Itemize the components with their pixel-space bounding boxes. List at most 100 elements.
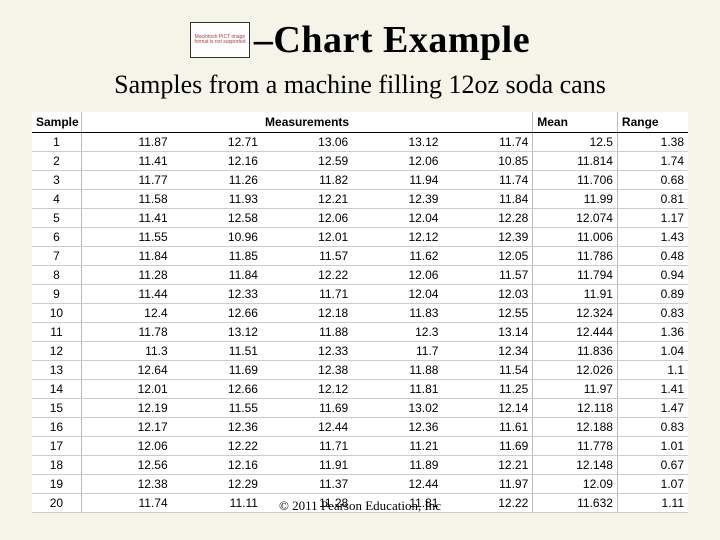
cell-mean: 11.814 <box>533 152 618 171</box>
cell-range: 0.81 <box>617 190 688 209</box>
table-row: 911.4412.3311.7112.0412.0311.910.89 <box>32 285 688 304</box>
cell-measurement: 11.57 <box>262 247 352 266</box>
cell-measurement: 11.83 <box>352 304 442 323</box>
cell-measurement: 11.74 <box>442 171 532 190</box>
page-title: –Chart Example <box>254 18 530 62</box>
table-row: 1612.1712.3612.4412.3611.6112.1880.83 <box>32 418 688 437</box>
table-row: 1312.6411.6912.3811.8811.5412.0261.1 <box>32 361 688 380</box>
cell-sample: 7 <box>32 247 81 266</box>
cell-measurement: 11.74 <box>81 494 171 513</box>
cell-sample: 8 <box>32 266 81 285</box>
table-row: 1512.1911.5511.6913.0212.1412.1181.47 <box>32 399 688 418</box>
cell-measurement: 12.16 <box>172 456 262 475</box>
cell-measurement: 11.78 <box>81 323 171 342</box>
cell-measurement: 12.05 <box>442 247 532 266</box>
cell-sample: 12 <box>32 342 81 361</box>
cell-measurement: 11.69 <box>172 361 262 380</box>
cell-range: 0.67 <box>617 456 688 475</box>
cell-measurement: 11.28 <box>81 266 171 285</box>
cell-measurement: 13.12 <box>172 323 262 342</box>
cell-sample: 4 <box>32 190 81 209</box>
cell-range: 1.17 <box>617 209 688 228</box>
cell-measurement: 12.01 <box>81 380 171 399</box>
table-row: 1211.311.5112.3311.712.3411.8361.04 <box>32 342 688 361</box>
table-row: 811.2811.8412.2212.0611.5711.7940.94 <box>32 266 688 285</box>
cell-measurement: 12.36 <box>352 418 442 437</box>
cell-measurement: 11.85 <box>172 247 262 266</box>
cell-measurement: 11.89 <box>352 456 442 475</box>
cell-mean: 11.786 <box>533 247 618 266</box>
cell-mean: 11.778 <box>533 437 618 456</box>
cell-measurement: 12.28 <box>442 209 532 228</box>
cell-measurement: 11.61 <box>442 418 532 437</box>
subtitle: Samples from a machine filling 12oz soda… <box>0 70 720 100</box>
table-row: 1912.3812.2911.3712.4411.9712.091.07 <box>32 475 688 494</box>
cell-range: 0.68 <box>617 171 688 190</box>
cell-measurement: 11.91 <box>262 456 352 475</box>
col-range: Range <box>617 112 688 133</box>
cell-measurement: 10.96 <box>172 228 262 247</box>
table-row: 111.8712.7113.0613.1211.7412.51.38 <box>32 133 688 152</box>
cell-measurement: 11.71 <box>262 437 352 456</box>
cell-measurement: 12.56 <box>81 456 171 475</box>
table-header-row: Sample Measurements Mean Range <box>32 112 688 133</box>
cell-measurement: 12.21 <box>442 456 532 475</box>
cell-range: 1.1 <box>617 361 688 380</box>
cell-measurement: 12.14 <box>442 399 532 418</box>
cell-measurement: 13.12 <box>352 133 442 152</box>
col-measurements: Measurements <box>81 112 532 133</box>
cell-measurement: 11.81 <box>352 494 442 513</box>
cell-measurement: 12.22 <box>172 437 262 456</box>
table-row: 1111.7813.1211.8812.313.1412.4441.36 <box>32 323 688 342</box>
cell-measurement: 11.69 <box>262 399 352 418</box>
data-table: Sample Measurements Mean Range 111.8712.… <box>32 112 688 513</box>
cell-measurement: 12.21 <box>262 190 352 209</box>
cell-measurement: 12.12 <box>262 380 352 399</box>
cell-mean: 12.148 <box>533 456 618 475</box>
cell-measurement: 11.62 <box>352 247 442 266</box>
cell-measurement: 11.71 <box>262 285 352 304</box>
cell-measurement: 11.84 <box>442 190 532 209</box>
cell-measurement: 13.02 <box>352 399 442 418</box>
cell-measurement: 11.81 <box>352 380 442 399</box>
cell-range: 0.83 <box>617 304 688 323</box>
cell-measurement: 11.25 <box>442 380 532 399</box>
cell-mean: 12.5 <box>533 133 618 152</box>
cell-sample: 9 <box>32 285 81 304</box>
cell-measurement: 12.39 <box>352 190 442 209</box>
cell-measurement: 12.06 <box>262 209 352 228</box>
cell-measurement: 12.33 <box>262 342 352 361</box>
table-row: 2011.7411.1111.2811.8112.2211.6321.11 <box>32 494 688 513</box>
cell-measurement: 11.74 <box>442 133 532 152</box>
cell-measurement: 11.93 <box>172 190 262 209</box>
cell-range: 1.74 <box>617 152 688 171</box>
cell-sample: 14 <box>32 380 81 399</box>
table-row: 611.5510.9612.0112.1212.3911.0061.43 <box>32 228 688 247</box>
cell-measurement: 12.58 <box>172 209 262 228</box>
cell-mean: 12.074 <box>533 209 618 228</box>
cell-measurement: 12.71 <box>172 133 262 152</box>
cell-measurement: 12.38 <box>262 361 352 380</box>
cell-measurement: 12.55 <box>442 304 532 323</box>
cell-measurement: 12.22 <box>262 266 352 285</box>
col-sample: Sample <box>32 112 81 133</box>
cell-measurement: 11.94 <box>352 171 442 190</box>
cell-measurement: 12.22 <box>442 494 532 513</box>
cell-sample: 15 <box>32 399 81 418</box>
cell-range: 1.04 <box>617 342 688 361</box>
cell-mean: 11.836 <box>533 342 618 361</box>
cell-sample: 20 <box>32 494 81 513</box>
cell-mean: 12.026 <box>533 361 618 380</box>
table-row: 1712.0612.2211.7111.2111.6911.7781.01 <box>32 437 688 456</box>
cell-measurement: 11.11 <box>172 494 262 513</box>
cell-range: 1.07 <box>617 475 688 494</box>
cell-measurement: 12.12 <box>352 228 442 247</box>
cell-measurement: 11.44 <box>81 285 171 304</box>
cell-mean: 11.91 <box>533 285 618 304</box>
cell-measurement: 12.66 <box>172 380 262 399</box>
cell-sample: 18 <box>32 456 81 475</box>
cell-range: 0.83 <box>617 418 688 437</box>
cell-sample: 3 <box>32 171 81 190</box>
cell-mean: 11.706 <box>533 171 618 190</box>
cell-measurement: 11.84 <box>81 247 171 266</box>
